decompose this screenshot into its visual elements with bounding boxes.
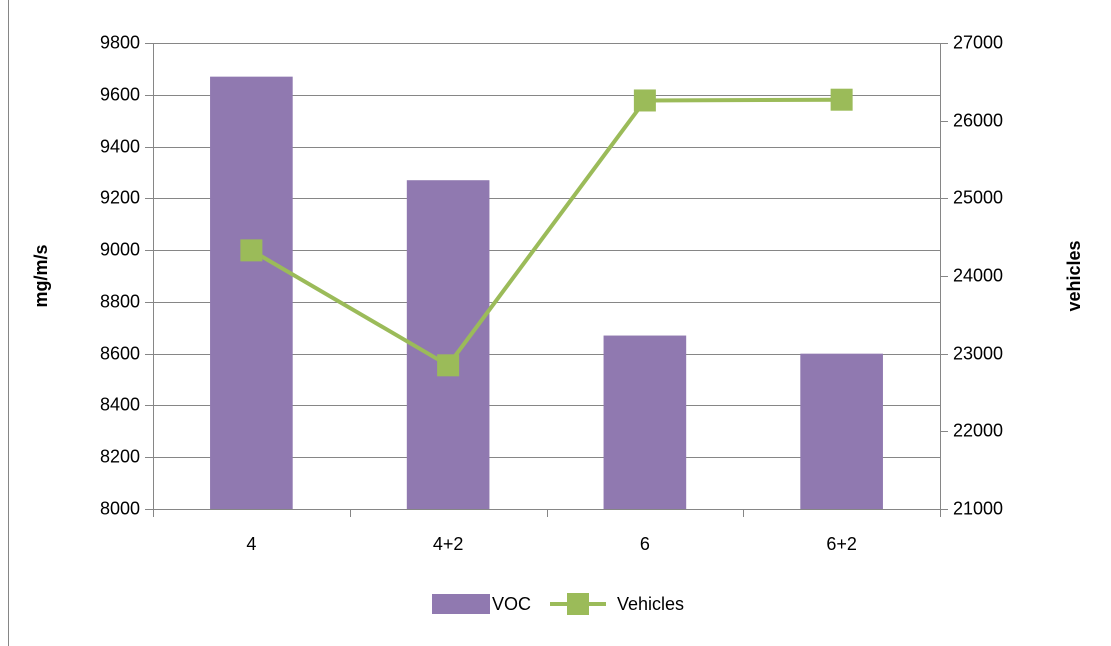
bar xyxy=(800,353,883,509)
y-axis-title: mg/m/s xyxy=(31,244,51,307)
x-tick-label: 6+2 xyxy=(826,534,857,554)
y-tick-label: 9200 xyxy=(100,187,140,207)
line-marker xyxy=(437,354,460,377)
y2-tick-label: 26000 xyxy=(953,110,1003,130)
y-tick-label: 9600 xyxy=(100,84,140,104)
legend-label: Vehicles xyxy=(617,594,684,614)
x-tick-label: 4 xyxy=(246,534,256,554)
bar xyxy=(210,76,293,510)
y2-tick-label: 21000 xyxy=(953,498,1003,518)
legend-swatch xyxy=(432,594,490,614)
line-marker xyxy=(830,88,853,111)
y2-tick-label: 22000 xyxy=(953,420,1003,440)
y2-tick-label: 24000 xyxy=(953,265,1003,285)
y2-tick-label: 25000 xyxy=(953,187,1003,207)
line-marker xyxy=(633,89,656,112)
x-tick-label: 4+2 xyxy=(433,534,464,554)
y-tick-label: 9000 xyxy=(100,239,140,259)
legend-label: VOC xyxy=(492,594,531,614)
y-tick-label: 9400 xyxy=(100,136,140,156)
y-tick-label: 8200 xyxy=(100,446,140,466)
y-tick-label: 8600 xyxy=(100,343,140,363)
line-marker xyxy=(240,239,263,262)
y-tick-label: 9800 xyxy=(100,32,140,52)
y-tick-label: 8000 xyxy=(100,498,140,518)
bar xyxy=(603,335,687,509)
line xyxy=(250,97,842,368)
y-tick-label: 8400 xyxy=(100,394,140,414)
y2-tick-label: 23000 xyxy=(953,343,1003,363)
bar xyxy=(406,180,490,509)
y-tick-label: 8800 xyxy=(100,291,140,311)
x-tick-label: 6 xyxy=(640,534,650,554)
y2-tick-label: 27000 xyxy=(953,32,1003,52)
y2-axis-title: vehicles xyxy=(1064,240,1084,311)
legend-swatch xyxy=(567,593,589,615)
